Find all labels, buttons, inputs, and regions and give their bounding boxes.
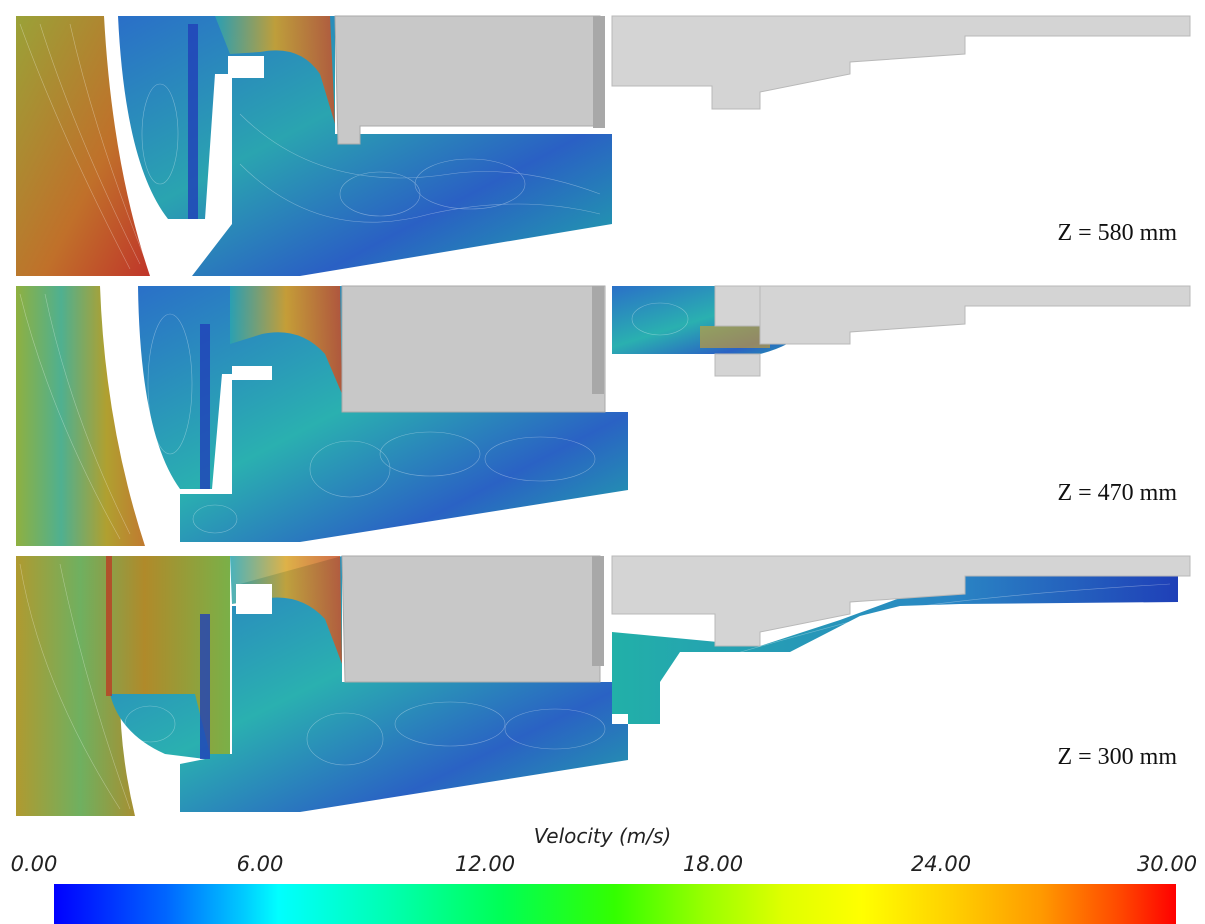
velocity-field-z470 xyxy=(16,285,1191,546)
legend-tick-3: 18.00 xyxy=(682,852,744,876)
high-velocity-jet xyxy=(230,556,342,664)
flow-panel-z580: Z = 580 mm xyxy=(0,14,1205,284)
red-band xyxy=(106,556,112,696)
nozzle-block xyxy=(341,555,601,683)
legend-title: Velocity (m/s) xyxy=(533,824,672,848)
streamlines xyxy=(19,293,689,540)
velocity-field-z580 xyxy=(16,15,1191,276)
exhaust-duct xyxy=(759,285,1191,345)
duct-flange xyxy=(714,353,761,377)
flow-panel-z300: Z = 300 mm xyxy=(0,554,1205,824)
splitter-blade xyxy=(188,24,198,219)
splitter-blade xyxy=(200,324,210,489)
z-label-300: Z = 300 mm xyxy=(1057,744,1177,770)
annular-passage xyxy=(110,556,628,812)
legend-tick-2: 12.00 xyxy=(454,852,516,876)
nozzle-block xyxy=(334,15,601,145)
annular-passage xyxy=(118,16,612,276)
secondary-hot-spot xyxy=(700,326,770,348)
legend-tick-0: 0.00 xyxy=(10,852,58,876)
inlet-region xyxy=(16,286,145,546)
streamlines xyxy=(19,563,1171,810)
flow-panel-z470: Z = 470 mm xyxy=(0,284,1205,554)
z-label-470: Z = 470 mm xyxy=(1057,480,1177,506)
inlet-region xyxy=(16,556,230,816)
baffle-block xyxy=(232,366,272,380)
velocity-field-z300 xyxy=(16,555,1191,816)
tail-flow xyxy=(612,574,1178,724)
legend-tick-5: 30.00 xyxy=(1136,852,1198,876)
duct-block xyxy=(714,285,761,327)
nozzle-wall xyxy=(592,286,604,394)
high-velocity-jet xyxy=(215,16,335,124)
annular-passage xyxy=(138,286,628,542)
velocity-colorbar xyxy=(54,884,1176,924)
z-label-580: Z = 580 mm xyxy=(1057,220,1177,246)
exhaust-duct xyxy=(611,555,1191,647)
legend-tick-1: 6.00 xyxy=(236,852,284,876)
streamlines xyxy=(19,23,601,270)
nozzle-block xyxy=(341,285,606,413)
nozzle-wall xyxy=(593,16,605,128)
exhaust-duct xyxy=(611,15,1191,110)
nozzle-wall xyxy=(592,556,604,666)
inlet-region xyxy=(16,16,150,276)
high-velocity-jet xyxy=(230,286,342,394)
baffle-block xyxy=(236,584,272,614)
legend-tick-4: 24.00 xyxy=(910,852,972,876)
baffle-block xyxy=(228,56,264,78)
splitter-blade xyxy=(200,614,210,759)
